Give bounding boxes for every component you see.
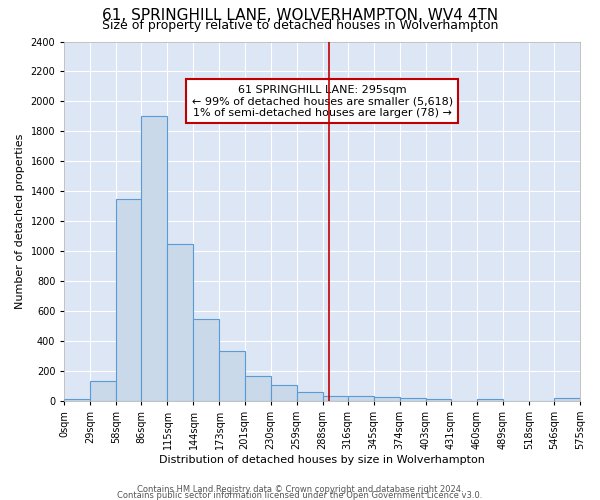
Text: Size of property relative to detached houses in Wolverhampton: Size of property relative to detached ho…: [102, 19, 498, 32]
Y-axis label: Number of detached properties: Number of detached properties: [15, 134, 25, 309]
Bar: [477, 398, 503, 401]
Bar: [400, 398, 426, 401]
X-axis label: Distribution of detached houses by size in Wolverhampton: Distribution of detached houses by size …: [159, 455, 485, 465]
Bar: [220, 350, 245, 401]
Bar: [142, 116, 167, 401]
Bar: [245, 376, 271, 401]
Bar: [91, 382, 116, 401]
Bar: [116, 198, 142, 401]
Bar: [296, 392, 323, 401]
Bar: [348, 396, 374, 401]
Bar: [193, 318, 220, 401]
Bar: [271, 384, 296, 401]
Bar: [426, 398, 451, 401]
Bar: [374, 397, 400, 401]
Text: 61, SPRINGHILL LANE, WOLVERHAMPTON, WV4 4TN: 61, SPRINGHILL LANE, WOLVERHAMPTON, WV4 …: [102, 8, 498, 22]
Text: Contains public sector information licensed under the Open Government Licence v3: Contains public sector information licen…: [118, 491, 482, 500]
Text: 61 SPRINGHILL LANE: 295sqm
← 99% of detached houses are smaller (5,618)
1% of se: 61 SPRINGHILL LANE: 295sqm ← 99% of deta…: [191, 84, 453, 118]
Text: Contains HM Land Registry data © Crown copyright and database right 2024.: Contains HM Land Registry data © Crown c…: [137, 485, 463, 494]
Bar: [64, 398, 91, 401]
Bar: [323, 396, 348, 401]
Bar: [554, 398, 580, 401]
Bar: [167, 244, 193, 401]
